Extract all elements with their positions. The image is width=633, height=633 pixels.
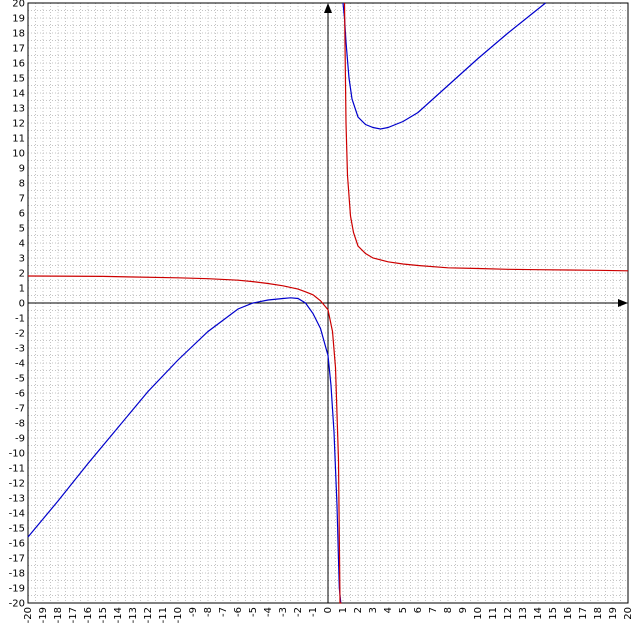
x-tick-label: -3 <box>278 607 289 617</box>
x-tick-label: 7 <box>428 607 439 613</box>
x-tick-label: 4 <box>383 607 394 613</box>
x-tick-label: -10 <box>173 607 184 623</box>
x-tick-label: -8 <box>203 607 214 617</box>
x-tick-label: 20 <box>623 607 633 620</box>
y-tick-label: 13 <box>12 104 25 115</box>
x-tick-label: -7 <box>218 607 229 617</box>
y-tick-label: -17 <box>9 554 25 565</box>
y-tick-label: -13 <box>9 494 25 505</box>
y-tick-label: -10 <box>9 449 25 460</box>
y-tick-label: -14 <box>9 509 25 520</box>
y-tick-label: -3 <box>15 344 25 355</box>
y-tick-label: -4 <box>15 359 25 370</box>
x-axis-arrow <box>618 299 628 307</box>
y-tick-label: -9 <box>15 434 25 445</box>
x-tick-label: 17 <box>578 607 589 620</box>
axes <box>28 3 628 603</box>
y-tick-label: -20 <box>9 599 25 610</box>
y-tick-label: 14 <box>12 89 25 100</box>
y-tick-label: -5 <box>15 374 25 385</box>
y-tick-label: -7 <box>15 404 25 415</box>
x-tick-label: -4 <box>263 607 274 617</box>
x-tick-label: 18 <box>593 607 604 620</box>
y-tick-label: 19 <box>12 14 25 25</box>
y-tick-label: 20 <box>12 0 25 10</box>
y-tick-label: 7 <box>19 194 25 205</box>
y-tick-label: -15 <box>9 524 25 535</box>
y-tick-label: 8 <box>19 179 25 190</box>
series-layer <box>27 2 629 604</box>
y-tick-label: -11 <box>9 464 25 475</box>
x-tick-label: -12 <box>143 607 154 623</box>
x-tick-label: -15 <box>98 607 109 623</box>
y-tick-label: 15 <box>12 74 25 85</box>
y-tick-label: 4 <box>19 239 25 250</box>
x-tick-label: -13 <box>128 607 139 623</box>
y-tick-label: -18 <box>9 569 25 580</box>
y-tick-label: 1 <box>19 284 25 295</box>
y-tick-label: 0 <box>19 299 25 310</box>
x-tick-label: -14 <box>113 607 124 623</box>
y-tick-label: 6 <box>19 209 25 220</box>
x-tick-label: -1 <box>308 607 319 617</box>
x-tick-label: 13 <box>518 607 529 620</box>
y-axis-arrow <box>324 3 332 13</box>
x-tick-label: 9 <box>458 607 469 613</box>
x-tick-label: 15 <box>548 607 559 620</box>
y-tick-label: -2 <box>15 329 25 340</box>
x-tick-label: 1 <box>338 607 349 613</box>
x-tick-labels: -20 -19 -18 -17 -16 -15 -14 -13 -12 -11 -10 -9 -8 -7-… <box>23 607 633 623</box>
x-tick-label: 16 <box>563 607 574 620</box>
y-tick-labels: 20191817161514131211109876543210-1-2-3-4… <box>9 0 25 610</box>
y-tick-label: 12 <box>12 119 25 130</box>
y-tick-label: -6 <box>15 389 25 400</box>
x-tick-label: -9 <box>188 607 199 617</box>
y-tick-label: -19 <box>9 584 25 595</box>
x-tick-label: 10 <box>473 607 484 620</box>
x-tick-label: 3 <box>368 607 379 613</box>
y-tick-label: -8 <box>15 419 25 430</box>
y-tick-label: 2 <box>19 269 25 280</box>
x-tick-label: -16 <box>83 607 94 623</box>
y-tick-label: 10 <box>12 149 25 160</box>
y-tick-label: 3 <box>19 254 25 265</box>
x-tick-label: 14 <box>533 607 544 620</box>
x-tick-label: 11 <box>488 607 499 620</box>
y-tick-label: 11 <box>12 134 25 145</box>
series-line-2 <box>27 2 629 604</box>
x-tick-label: -2 <box>293 607 304 617</box>
series-line-1 <box>27 2 546 604</box>
y-tick-label: 18 <box>12 29 25 40</box>
y-tick-label: -12 <box>9 479 25 490</box>
y-tick-label: 17 <box>12 44 25 55</box>
x-tick-label: 12 <box>503 607 514 620</box>
x-tick-label: 8 <box>443 607 454 613</box>
x-tick-label: -11 <box>158 607 169 623</box>
y-tick-label: 16 <box>12 59 25 70</box>
x-tick-label: 19 <box>608 607 619 620</box>
y-tick-label: 9 <box>19 164 25 175</box>
x-tick-label: -17 <box>68 607 79 623</box>
x-tick-label: -19 <box>38 607 49 623</box>
x-tick-label: 0 <box>323 607 334 613</box>
x-tick-label: 2 <box>353 607 364 613</box>
x-tick-label: 6 <box>413 607 424 613</box>
y-tick-label: -16 <box>9 539 25 550</box>
x-tick-label: -18 <box>53 607 64 623</box>
x-tick-label: -20 <box>23 607 34 623</box>
y-tick-label: 5 <box>19 224 25 235</box>
x-tick-label: -5 <box>248 607 259 617</box>
x-tick-label: 5 <box>398 607 409 613</box>
x-tick-label: -6 <box>233 607 244 617</box>
y-tick-label: -1 <box>15 314 25 325</box>
